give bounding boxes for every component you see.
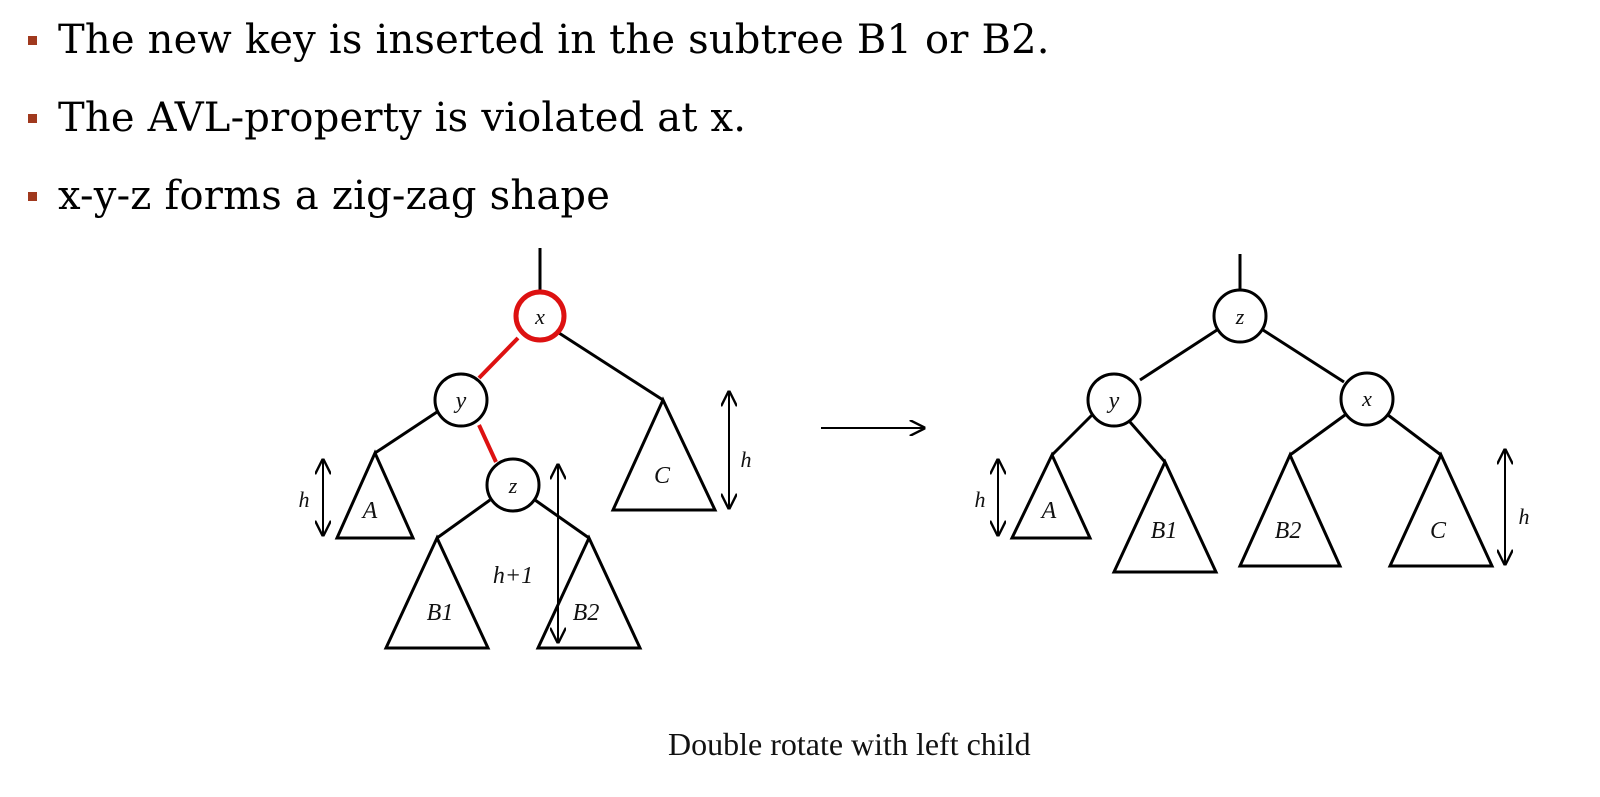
edge-z-b1: [436, 498, 491, 540]
node-z: [485, 457, 541, 513]
height-right-label: h: [741, 447, 752, 472]
subtree-c: [610, 396, 718, 512]
subtree-b2: [1237, 451, 1343, 568]
edge-y-b1: [1128, 421, 1167, 463]
subtree-b1: [1111, 458, 1219, 574]
bullet-marker: [28, 35, 37, 45]
node-z: [1212, 288, 1268, 344]
after-tree: z y x A B1 B2 C h h: [975, 254, 1530, 574]
subtree-a: [1009, 451, 1093, 540]
diagram-caption: Double rotate with left child: [668, 726, 1031, 762]
edge-z-y: [1139, 328, 1218, 382]
height-right-label: h: [1519, 504, 1530, 529]
bullet-item: The AVL-property is violated at x.: [28, 88, 746, 148]
before-tree: x y z A C B1 B2 h h h+1: [299, 248, 752, 650]
bullet-item: x-y-z forms a zig-zag shape: [28, 166, 610, 226]
subtree-b1: [383, 534, 491, 650]
edge-y-a: [374, 410, 438, 455]
edge-z-x: [1262, 328, 1345, 384]
bullet-marker: [28, 191, 37, 201]
subtree-b2-label: B2: [573, 600, 600, 626]
node-x: [1339, 371, 1395, 427]
subtree-c: [1387, 451, 1495, 568]
height-left-label: h: [975, 487, 986, 512]
subtree-a-label: A: [361, 498, 378, 524]
edge-x-b2: [1289, 413, 1346, 457]
bullet-text: The AVL-property is violated at x.: [58, 95, 747, 141]
edge-x-c: [1387, 413, 1442, 457]
subtree-b1-label: B1: [1151, 518, 1178, 544]
node-y-label: y: [1107, 388, 1120, 414]
edge-z-b2: [534, 498, 590, 540]
bullet-marker: [28, 113, 37, 123]
subtree-b1-label: B1: [427, 600, 454, 626]
subtree-c-label: C: [1430, 518, 1447, 544]
subtree-a: [334, 449, 416, 540]
node-x-label: x: [1361, 386, 1372, 411]
node-x: [513, 289, 567, 343]
edge-y-z: [477, 424, 498, 463]
edge-x-c: [558, 331, 664, 402]
node-y: [433, 372, 489, 428]
subtree-c-label: C: [654, 463, 671, 489]
edge-x-y: [477, 336, 520, 380]
bullet-text: The new key is inserted in the subtree B…: [58, 17, 1050, 63]
node-z-label: z: [1235, 304, 1245, 329]
node-z-label: z: [508, 473, 518, 498]
subtree-b2-label: B2: [1275, 518, 1302, 544]
height-left-label: h: [299, 487, 310, 512]
bullet-text: x-y-z forms a zig-zag shape: [58, 173, 611, 219]
node-x-label: x: [534, 304, 545, 329]
height-middle-label: h+1: [493, 563, 533, 589]
node-y: [1086, 372, 1142, 428]
bullet-item: The new key is inserted in the subtree B…: [28, 10, 1050, 70]
subtree-a-label: A: [1040, 498, 1057, 524]
subtree-b2: [535, 534, 643, 650]
node-y-label: y: [454, 388, 467, 414]
edge-y-a: [1050, 413, 1094, 457]
